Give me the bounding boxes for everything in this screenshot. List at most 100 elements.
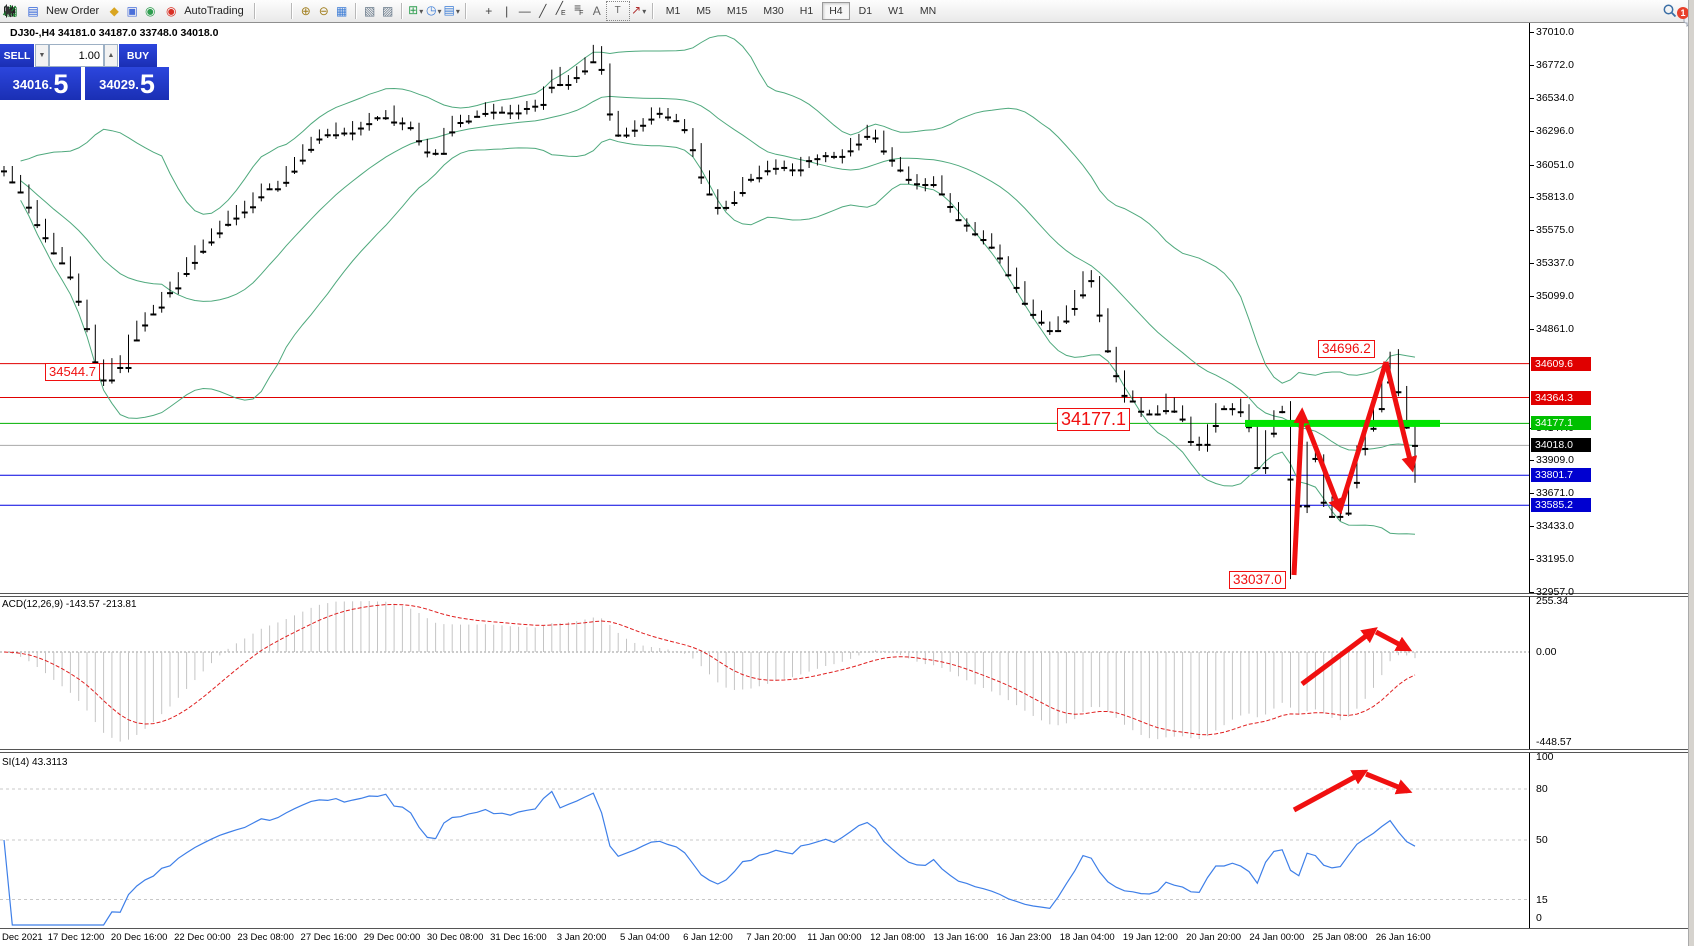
price-axis-tickmark: [1530, 230, 1534, 232]
rsi-axis-label: 80: [1536, 783, 1548, 795]
time-axis-label: 11 Jan 00:00: [807, 932, 862, 943]
sell-price-pip: 5: [53, 69, 69, 99]
highlighted-support-zone[interactable]: [1245, 419, 1440, 427]
bar-chart-icon[interactable]: [4, 5, 269, 17]
time-axis-label: 25 Jan 08:00: [1312, 932, 1368, 943]
toolbar-separator: [354, 3, 357, 19]
period-dropdown[interactable]: ◷▾: [425, 3, 442, 17]
price-axis-tickmark: [1530, 164, 1534, 166]
time-axis-label: 29 Dec 00:00: [363, 932, 421, 943]
autotrading-button-label: AutoTrading: [184, 5, 244, 17]
price-axis-tick: 32957.0: [1536, 586, 1574, 598]
new-order-button-icon: ▤: [27, 4, 39, 18]
timeframe-M5[interactable]: M5: [696, 5, 711, 17]
price-axis-tick: 33433.0: [1536, 520, 1574, 533]
main-chart[interactable]: [0, 23, 1530, 593]
line-chart-icon[interactable]: [2, 5, 287, 16]
strategy-tester-icon[interactable]: ▣: [126, 4, 138, 18]
macd-arrow-annotation[interactable]: [1300, 627, 1413, 686]
timeframe-M15[interactable]: M15: [726, 5, 748, 17]
pane-separator[interactable]: [0, 749, 1694, 750]
macd-indicator-label: ACD(12,26,9) -143.57 -213.81: [2, 599, 137, 610]
time-axis-label: Dec 2021: [2, 932, 43, 943]
rsi-axis-label: 100: [1536, 751, 1554, 763]
notification-count-badge: 1: [1677, 7, 1689, 19]
bollinger-bands: [20, 35, 1416, 535]
toolbar: ▦▤New Order◆▣◉◉AutoTrading⊕⊖▦▧▨⊞▾◷▾▤▾+|—…: [0, 0, 1694, 27]
horizontal-line-icon[interactable]: —: [518, 4, 531, 18]
time-axis-label: 17 Dec 12:00: [47, 932, 105, 943]
rsi-axis-label: 0: [1536, 912, 1542, 924]
candlestick-chart-icon[interactable]: [4, 4, 278, 18]
price-axis-tickmark: [1530, 460, 1534, 462]
time-axis-label: 24 Jan 00:00: [1249, 932, 1305, 943]
cascade-windows-icon[interactable]: ▧: [364, 4, 376, 18]
timeframe-M1[interactable]: M1: [665, 5, 681, 17]
signals-icon[interactable]: ◉: [144, 4, 156, 18]
price-axis-tickmark: [1530, 559, 1534, 561]
cursor-icon[interactable]: [5, 5, 480, 18]
macd-axis-label: -448.57: [1536, 736, 1572, 748]
timeframe-H4[interactable]: H4: [822, 2, 850, 20]
price-axis-tick: 36534.0: [1536, 91, 1574, 104]
volume-input[interactable]: [49, 44, 104, 67]
rsi-arrow-annotation[interactable]: [1292, 769, 1413, 813]
sell-button[interactable]: SELL: [0, 44, 35, 67]
price-axis-tick: 35337.0: [1536, 257, 1574, 270]
time-axis-label: 5 Jan 04:00: [619, 932, 670, 943]
timeframe-MN[interactable]: MN: [919, 5, 937, 17]
timeframe-W1[interactable]: W1: [888, 5, 904, 17]
volume-increase-button[interactable]: ▲: [104, 44, 118, 67]
template-dropdown[interactable]: ▤▾: [443, 3, 460, 17]
fibonacci-icon[interactable]: ≡F: [574, 0, 584, 18]
new-chart-palette-icon[interactable]: ◆: [109, 4, 119, 18]
price-axis-tick: 36051.0: [1536, 158, 1574, 171]
time-axis-label: 20 Jan 20:00: [1186, 932, 1242, 943]
new-chart-dropdown[interactable]: ⊞▾: [408, 3, 424, 17]
zoom-out-icon[interactable]: ⊖: [318, 4, 329, 18]
timeframe-H1[interactable]: H1: [799, 5, 814, 17]
buy-price-tile[interactable]: 34029. 5: [85, 67, 169, 100]
price-axis-tick: 33671.0: [1536, 487, 1574, 500]
autotrading-button[interactable]: ◉ AutoTrading: [159, 1, 250, 21]
trendline-icon[interactable]: ╱: [539, 4, 547, 18]
chart-ohlc-title: DJ30-,H4 34181.0 34187.0 33748.0 34018.0: [10, 27, 219, 39]
time-axis-label: 23 Dec 08:00: [237, 932, 294, 943]
price-annotation-label-33037.0[interactable]: 33037.0: [1229, 571, 1286, 590]
price-badge-33801.7: 33801.7: [1531, 468, 1591, 483]
new-order-button[interactable]: ▤ New Order: [21, 1, 105, 21]
macd-axis-label: 0.00: [1536, 646, 1557, 658]
sell-price-tile[interactable]: 34016. 5: [0, 67, 81, 100]
crosshair-icon[interactable]: +: [485, 4, 493, 18]
arrange-windows-icon[interactable]: ▨: [382, 4, 394, 18]
pane-separator[interactable]: [0, 593, 1694, 594]
time-axis-label: 7 Jan 20:00: [746, 932, 797, 943]
pane-separator: [0, 928, 1694, 929]
price-badge-34364.3: 34364.3: [1531, 390, 1591, 405]
price-annotation-label-34177.1[interactable]: 34177.1: [1057, 408, 1131, 431]
price-action-arrow-annotation[interactable]: [1291, 361, 1418, 576]
tile-windows-icon[interactable]: ▦: [336, 4, 348, 18]
price-axis-tick: 36296.0: [1536, 124, 1574, 137]
timeframe-D1[interactable]: D1: [858, 5, 873, 17]
text-icon[interactable]: A: [592, 4, 601, 18]
price-axis-tickmark: [1530, 328, 1534, 330]
text-label-icon[interactable]: T: [605, 1, 630, 21]
price-annotation-label-34544.7[interactable]: 34544.7: [45, 363, 100, 381]
arrows-dropdown[interactable]: ↗▾: [631, 3, 647, 17]
horizontal-level-lines[interactable]: [0, 363, 1530, 506]
equidistant-channel-icon[interactable]: ╱E: [555, 0, 566, 18]
search-icon[interactable]: [1662, 3, 1678, 19]
buy-price: 34029.: [99, 77, 139, 92]
price-badge-34177.1: 34177.1: [1531, 416, 1591, 431]
buy-button[interactable]: BUY: [118, 44, 157, 67]
timeframe-M30[interactable]: M30: [763, 5, 784, 17]
price-axis-tickmark: [1530, 64, 1534, 66]
price-annotation-label-34696.2[interactable]: 34696.2: [1318, 340, 1375, 359]
price-axis-tick: 35813.0: [1536, 191, 1574, 204]
time-axis-label: 12 Jan 08:00: [870, 932, 926, 943]
zoom-in-icon[interactable]: ⊕: [300, 4, 311, 18]
vertical-line-icon[interactable]: |: [505, 4, 509, 18]
volume-decrease-button[interactable]: ▼: [35, 44, 49, 67]
